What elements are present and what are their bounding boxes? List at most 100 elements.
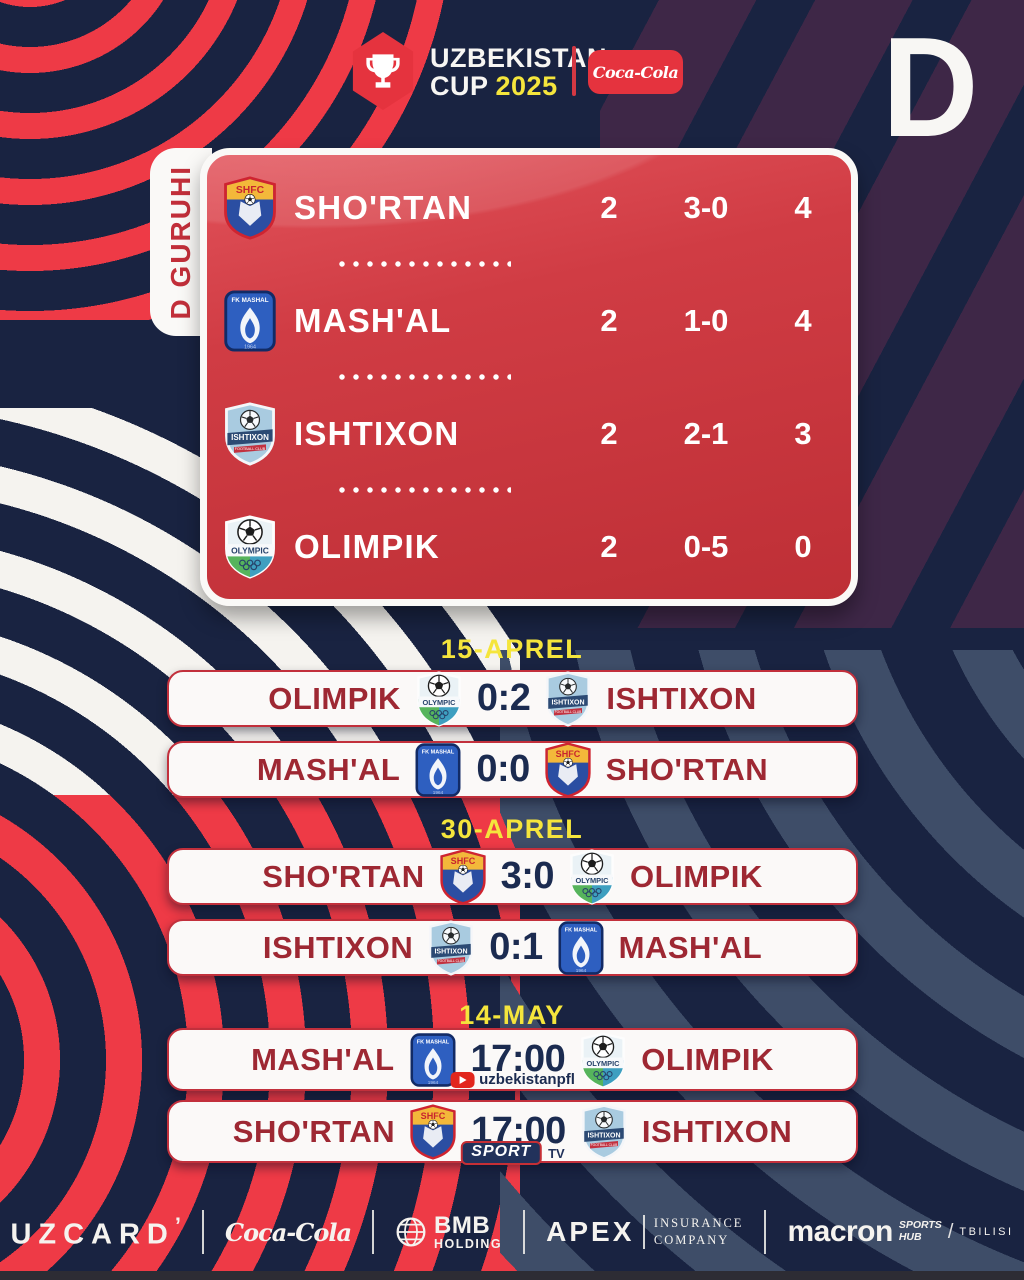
away-team-name: OLIMPIK	[641, 1041, 774, 1077]
apex-logo: APEX INSURANCE COMPANY	[546, 1215, 743, 1249]
table-row: OLIMPIK 2 0-5 0	[207, 494, 851, 599]
macron-name: macron	[787, 1215, 893, 1248]
played-value: 2	[600, 415, 618, 451]
mashal-crest-icon	[556, 920, 606, 976]
away-team-name: ISHTIXON	[641, 1113, 793, 1149]
uzcard-tick: ’	[174, 1212, 181, 1238]
bmb-text-stack: BMB HOLDING	[434, 1211, 503, 1251]
sporttv-logo: SPORT	[460, 1141, 543, 1165]
match-row: SHO'RTAN 3:0 OLIMPIK	[167, 848, 858, 905]
away-team-name: SHO'RTAN	[605, 751, 769, 787]
home-team-name: OLIMPIK	[268, 680, 401, 716]
home-team-name: MASH'AL	[256, 751, 401, 787]
macron-slash: /	[947, 1220, 954, 1243]
ishtixon-crest-icon	[426, 920, 476, 976]
competition-title: UZBEKISTAN CUP 2025	[430, 44, 607, 100]
points-value: 3	[794, 415, 812, 451]
sponsor-strip: UZCARD’ Coca-Cola BMB HOLDING APEX INSUR…	[0, 1202, 1024, 1262]
title-cup: CUP	[430, 71, 489, 102]
away-team-name: ISHTIXON	[606, 680, 757, 716]
date-header: 30-APREL	[440, 814, 584, 844]
goal-diff-value: 2-1	[683, 415, 729, 451]
macron-subtitle-2: HUB	[898, 1231, 922, 1243]
cocacola-footer-logo: Coca-Cola	[225, 1217, 352, 1247]
bmb-logo: BMB HOLDING	[395, 1211, 503, 1251]
apex-text-stack: INSURANCE COMPANY	[654, 1215, 744, 1249]
team-name: ISHTIXON	[294, 414, 460, 452]
macron-city: TBILISI	[959, 1226, 1014, 1238]
shortan-crest-icon	[221, 176, 279, 240]
played-value: 2	[600, 189, 618, 225]
macron-logo: macron SPORTS HUB / TBILISI	[787, 1215, 1013, 1249]
match-score: 3:0	[500, 855, 555, 897]
points-value: 4	[794, 189, 812, 225]
sponsor-divider	[523, 1210, 526, 1254]
broadcast-badge: uzbekistanpfl	[450, 1071, 575, 1088]
goal-diff-value: 0-5	[683, 528, 729, 564]
bg-bottom-strip	[0, 1271, 1024, 1280]
olimpik-crest-icon	[578, 1032, 628, 1088]
row-divider-dots	[335, 486, 511, 494]
ishtixon-crest-icon	[579, 1104, 629, 1160]
table-row: ISHTIXON 2 2-1 3	[207, 381, 851, 486]
sponsor-divider	[202, 1210, 204, 1254]
team-name: MASH'AL	[294, 301, 452, 339]
uzcard-logo: UZCARD’	[10, 1213, 181, 1252]
match-row: OLIMPIK 0:2 ISHTIXON	[167, 670, 858, 727]
row-divider-dots	[335, 373, 511, 381]
apex-subtitle-1: INSURANCE	[653, 1216, 744, 1231]
played-value: 2	[600, 302, 618, 338]
header-divider	[572, 46, 576, 96]
globe-icon	[395, 1216, 427, 1248]
shortan-crest-icon	[543, 742, 593, 798]
away-team-name: OLIMPIK	[630, 858, 763, 894]
title-year: 2025	[495, 71, 558, 102]
title-uzbekistan: UZBEKISTAN	[430, 43, 607, 73]
date-header: 14-MAY	[459, 1000, 565, 1030]
olimpik-crest-icon	[567, 849, 617, 905]
table-row: MASH'AL 2 1-0 4	[207, 268, 851, 373]
points-value: 0	[794, 528, 812, 564]
broadcast-channel-name: uzbekistanpfl	[479, 1071, 575, 1088]
cup-hexagon-badge	[352, 32, 414, 110]
match-score: 0:0	[476, 748, 530, 790]
mashal-crest-icon	[413, 742, 463, 798]
team-name: SHO'RTAN	[294, 188, 473, 226]
bmb-name: BMB	[434, 1211, 491, 1239]
broadcast-badge: SPORT TV	[460, 1141, 565, 1165]
apex-name: APEX	[546, 1216, 635, 1247]
match-row: MASH'AL 17:00 OLIMPIK uzbekistanpfl	[167, 1028, 858, 1091]
group-tab-label: D GURUHI	[165, 164, 196, 320]
match-score: 0:2	[476, 677, 531, 719]
olimpik-crest-icon	[414, 671, 464, 727]
standings-table: SHO'RTAN 2 3-0 4 MASH'AL 2 1-0 4 ISHTIXO…	[200, 148, 858, 606]
trophy-icon	[362, 50, 404, 92]
shortan-crest-icon	[438, 849, 488, 905]
home-team-name: ISHTIXON	[262, 929, 414, 965]
date-header: 15-APREL	[440, 634, 584, 664]
uzcard-text: UZCARD	[10, 1218, 175, 1251]
title-cup-year: CUP 2025	[430, 72, 607, 100]
sporttv-suffix: TV	[548, 1145, 565, 1161]
macron-text-stack: SPORTS HUB	[899, 1220, 942, 1243]
apex-divider	[643, 1215, 645, 1249]
match-row: ISHTIXON 0:1 MASH'AL	[167, 919, 858, 976]
shortan-crest-icon	[408, 1104, 458, 1160]
match-score: 0:1	[489, 926, 543, 968]
youtube-icon	[450, 1071, 475, 1088]
home-team-name: MASH'AL	[251, 1041, 395, 1077]
goal-diff-value: 3-0	[683, 189, 729, 225]
played-value: 2	[600, 528, 618, 564]
home-team-name: SHO'RTAN	[262, 858, 425, 894]
points-value: 4	[794, 302, 812, 338]
match-row: SHO'RTAN 17:00 ISHTIXON SPORT TV	[167, 1100, 858, 1165]
sponsor-divider	[372, 1210, 375, 1254]
cocacola-header-badge: Coca-Cola	[588, 50, 683, 94]
bmb-subtitle: HOLDING	[434, 1236, 503, 1251]
match-row: MASH'AL 0:0 SHO'RTAN	[167, 741, 858, 798]
group-letter-watermark: D	[882, 8, 979, 167]
row-divider-dots	[335, 260, 511, 268]
team-name: OLIMPIK	[294, 527, 440, 565]
apex-subtitle-2: COMPANY	[653, 1233, 730, 1247]
